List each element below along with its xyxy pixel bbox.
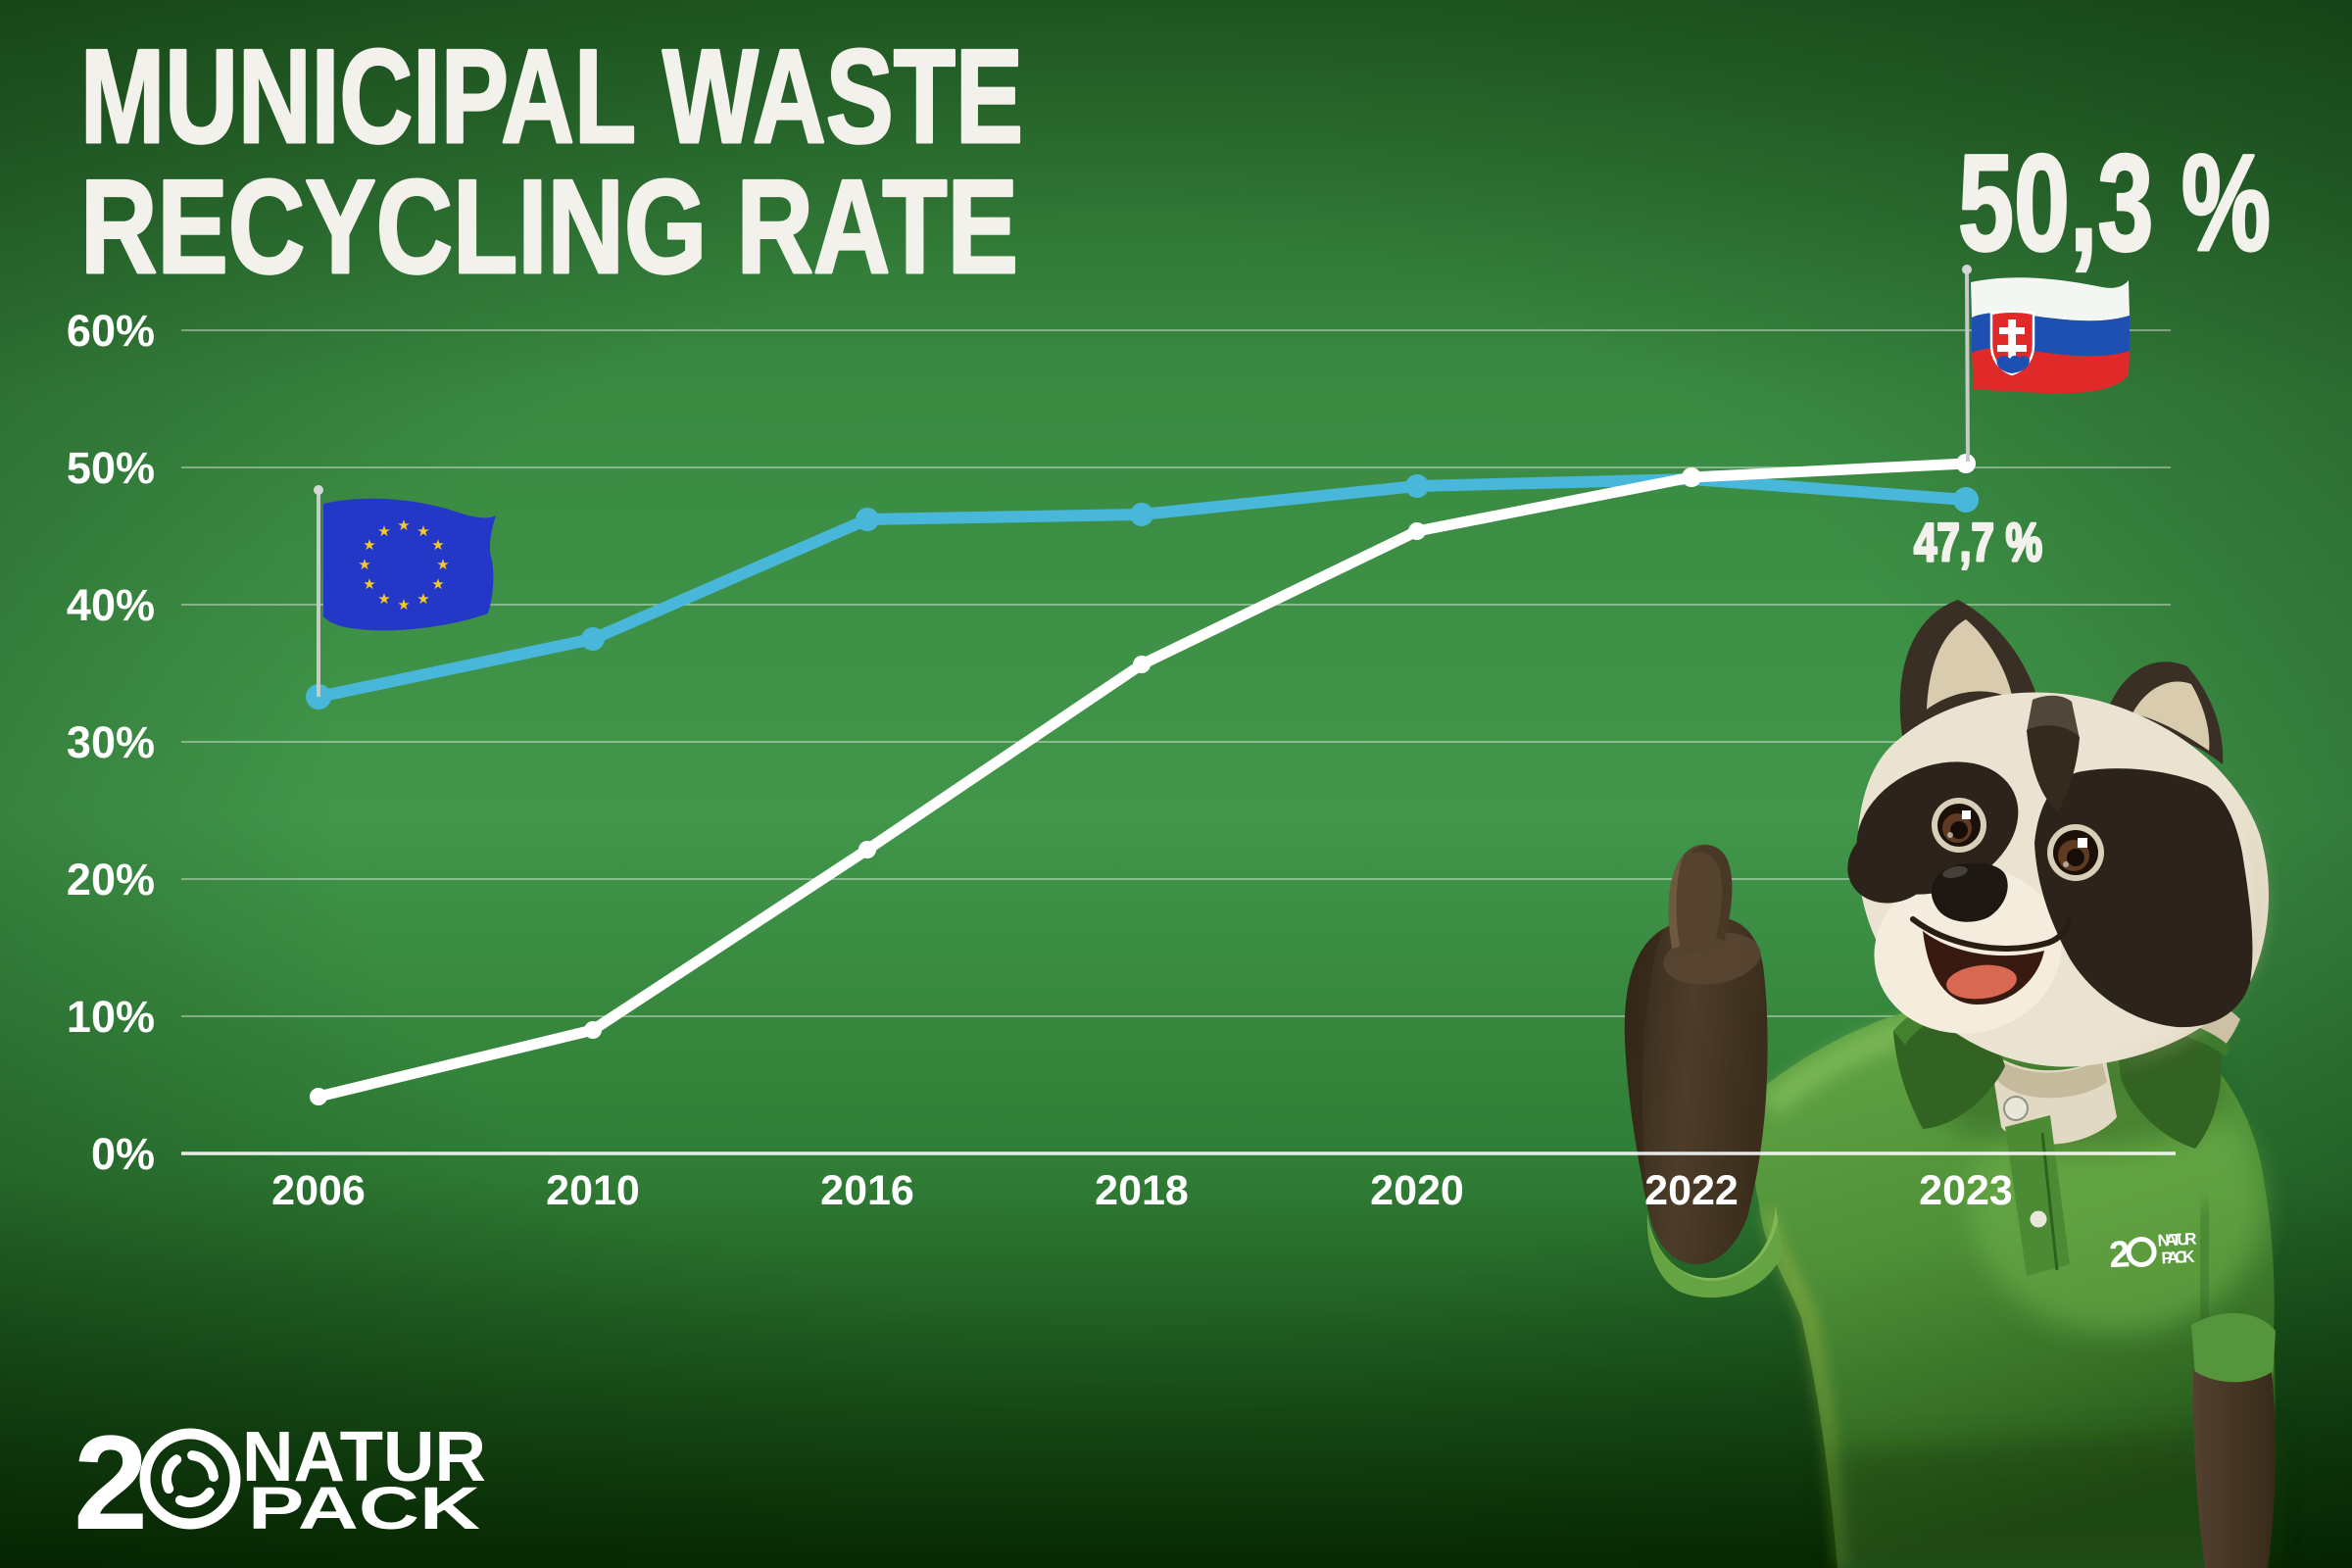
svg-text:60%: 60%: [67, 306, 155, 356]
svg-text:2010: 2010: [546, 1167, 640, 1214]
svg-text:PACK: PACK: [248, 1475, 480, 1542]
svg-text:47,7 %: 47,7 %: [1914, 512, 2042, 572]
svg-text:★: ★: [363, 576, 375, 593]
svg-text:★: ★: [416, 591, 429, 608]
svg-text:★: ★: [397, 597, 410, 613]
svg-text:★: ★: [377, 591, 390, 608]
svg-text:40%: 40%: [67, 580, 155, 630]
svg-text:RECYCLING RATE: RECYCLING RATE: [80, 152, 1018, 301]
svg-text:50%: 50%: [67, 443, 155, 493]
svg-text:PACK: PACK: [2161, 1248, 2196, 1268]
svg-text:2018: 2018: [1095, 1167, 1189, 1214]
svg-text:★: ★: [377, 523, 390, 540]
svg-text:0%: 0%: [91, 1129, 155, 1179]
svg-text:2020: 2020: [1370, 1167, 1464, 1214]
svg-text:2: 2: [74, 1408, 148, 1558]
svg-text:★: ★: [397, 517, 410, 534]
svg-text:NATUR: NATUR: [2157, 1230, 2197, 1250]
svg-text:2016: 2016: [820, 1167, 914, 1214]
svg-text:★: ★: [436, 557, 449, 573]
svg-text:50,3 %: 50,3 %: [1958, 125, 2271, 279]
svg-text:30%: 30%: [67, 717, 155, 767]
svg-text:NATUR: NATUR: [242, 1418, 486, 1496]
svg-text:★: ★: [431, 576, 444, 593]
svg-text:2023: 2023: [1919, 1167, 2013, 1214]
svg-text:10%: 10%: [67, 992, 155, 1042]
svg-text:MUNICIPAL WASTE: MUNICIPAL WASTE: [80, 22, 1023, 171]
svg-text:★: ★: [363, 537, 375, 554]
svg-text:2: 2: [2108, 1234, 2131, 1276]
svg-text:2006: 2006: [271, 1167, 366, 1214]
svg-text:★: ★: [431, 537, 444, 554]
svg-text:★: ★: [416, 523, 429, 540]
svg-text:20%: 20%: [67, 855, 155, 905]
svg-text:2022: 2022: [1644, 1167, 1739, 1214]
svg-text:★: ★: [358, 557, 370, 573]
